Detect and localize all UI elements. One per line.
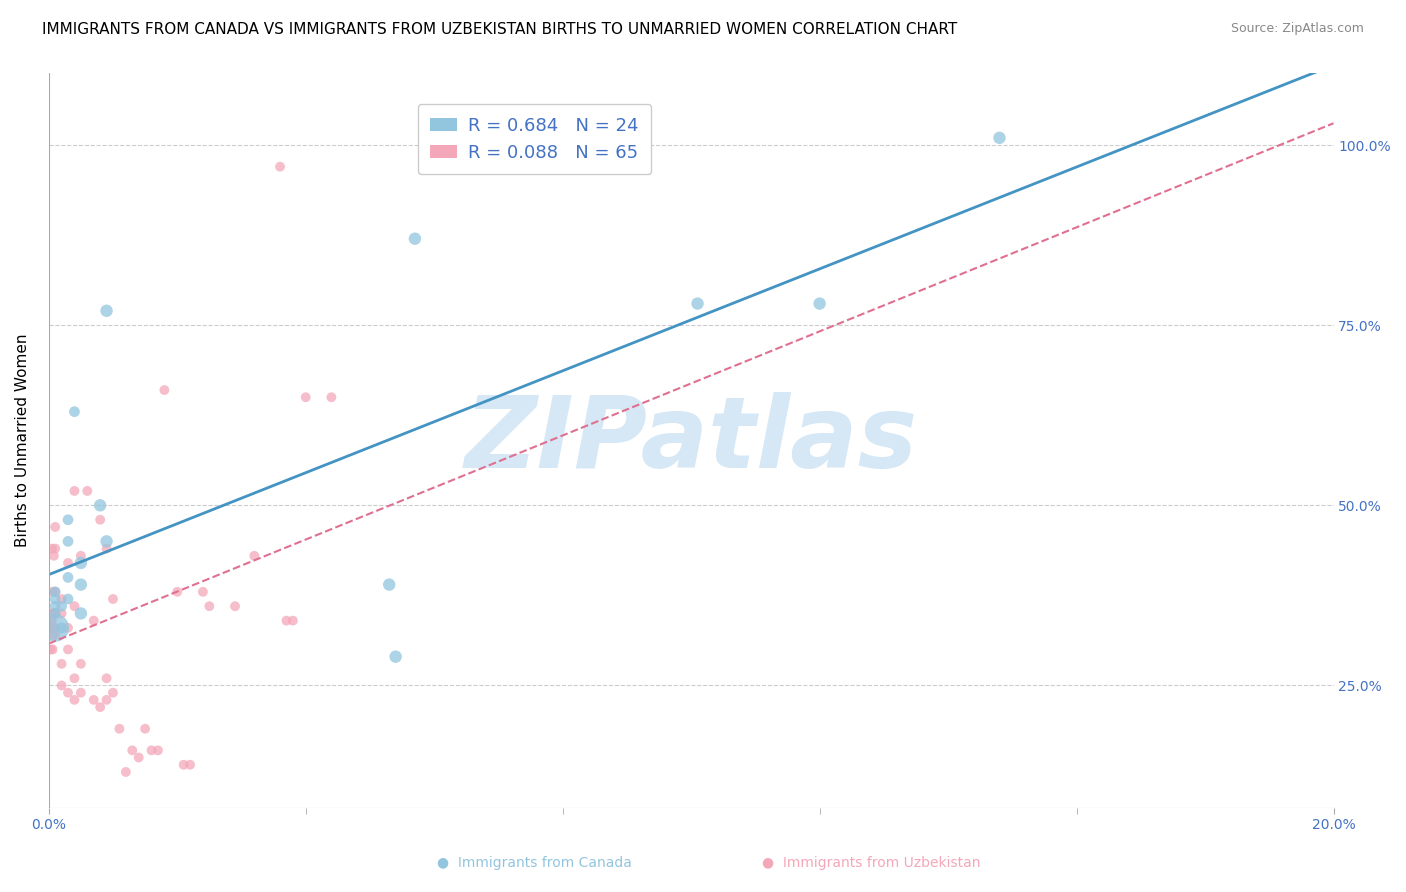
Point: [146, 743, 169, 757]
Point: [153, 383, 176, 397]
Point: [56, 534, 79, 549]
Point: [70, 577, 93, 591]
Point: [63, 405, 86, 419]
Point: [224, 599, 246, 614]
Point: [51, 592, 73, 607]
Point: [63, 483, 86, 498]
Point: [276, 614, 298, 628]
Point: [70, 556, 93, 570]
Point: [41, 642, 63, 657]
Point: [42, 621, 65, 635]
Text: ●  Immigrants from Canada: ● Immigrants from Canada: [437, 855, 631, 870]
Point: [70, 686, 93, 700]
Point: [121, 743, 143, 757]
Point: [44, 607, 66, 621]
Point: [294, 390, 316, 404]
Point: [89, 499, 111, 513]
Point: [56, 556, 79, 570]
Point: [191, 584, 214, 599]
Point: [89, 513, 111, 527]
Point: [686, 296, 709, 310]
Point: [83, 693, 105, 707]
Point: [179, 757, 201, 772]
Point: [70, 549, 93, 563]
Point: [41, 614, 63, 628]
Point: [51, 599, 73, 614]
Point: [63, 599, 86, 614]
Point: [51, 678, 73, 692]
Point: [114, 764, 136, 779]
Text: ZIPatlas: ZIPatlas: [464, 392, 918, 489]
Point: [378, 577, 401, 591]
Y-axis label: Births to Unmarried Women: Births to Unmarried Women: [15, 334, 30, 547]
Point: [89, 700, 111, 714]
Point: [44, 621, 66, 635]
Point: [44, 541, 66, 556]
Point: [39, 642, 62, 657]
Point: [166, 584, 188, 599]
Point: [70, 607, 93, 621]
Point: [56, 592, 79, 607]
Point: [44, 584, 66, 599]
Point: [70, 657, 93, 671]
Point: [51, 621, 73, 635]
Point: [41, 584, 63, 599]
Point: [198, 599, 221, 614]
Point: [384, 649, 406, 664]
Point: [808, 296, 831, 310]
Point: [56, 621, 79, 635]
Point: [101, 686, 124, 700]
Point: [96, 534, 118, 549]
Point: [404, 232, 426, 246]
Point: [83, 614, 105, 628]
Point: [51, 607, 73, 621]
Point: [44, 520, 66, 534]
Legend: R = 0.684   N = 24, R = 0.088   N = 65: R = 0.684 N = 24, R = 0.088 N = 65: [418, 104, 651, 174]
Point: [96, 693, 118, 707]
Point: [42, 621, 65, 635]
Point: [41, 541, 63, 556]
Point: [42, 607, 65, 621]
Point: [243, 549, 266, 563]
Text: ●  Immigrants from Uzbekistan: ● Immigrants from Uzbekistan: [762, 855, 981, 870]
Point: [988, 131, 1011, 145]
Point: [42, 549, 65, 563]
Point: [44, 599, 66, 614]
Point: [44, 584, 66, 599]
Point: [39, 621, 62, 635]
Point: [41, 607, 63, 621]
Point: [41, 628, 63, 642]
Point: [321, 390, 343, 404]
Point: [63, 693, 86, 707]
Point: [63, 671, 86, 685]
Point: [96, 671, 118, 685]
Point: [269, 160, 291, 174]
Point: [141, 743, 163, 757]
Point: [128, 750, 150, 764]
Point: [56, 642, 79, 657]
Point: [76, 483, 98, 498]
Text: Source: ZipAtlas.com: Source: ZipAtlas.com: [1230, 22, 1364, 36]
Point: [281, 614, 304, 628]
Point: [41, 614, 63, 628]
Point: [56, 513, 79, 527]
Point: [56, 686, 79, 700]
Point: [44, 607, 66, 621]
Point: [51, 657, 73, 671]
Text: IMMIGRANTS FROM CANADA VS IMMIGRANTS FROM UZBEKISTAN BIRTHS TO UNMARRIED WOMEN C: IMMIGRANTS FROM CANADA VS IMMIGRANTS FRO…: [42, 22, 957, 37]
Point: [44, 607, 66, 621]
Point: [101, 592, 124, 607]
Point: [96, 303, 118, 318]
Point: [134, 722, 156, 736]
Point: [44, 628, 66, 642]
Point: [44, 621, 66, 635]
Point: [44, 592, 66, 607]
Point: [173, 757, 195, 772]
Point: [96, 541, 118, 556]
Point: [56, 570, 79, 584]
Point: [108, 722, 131, 736]
